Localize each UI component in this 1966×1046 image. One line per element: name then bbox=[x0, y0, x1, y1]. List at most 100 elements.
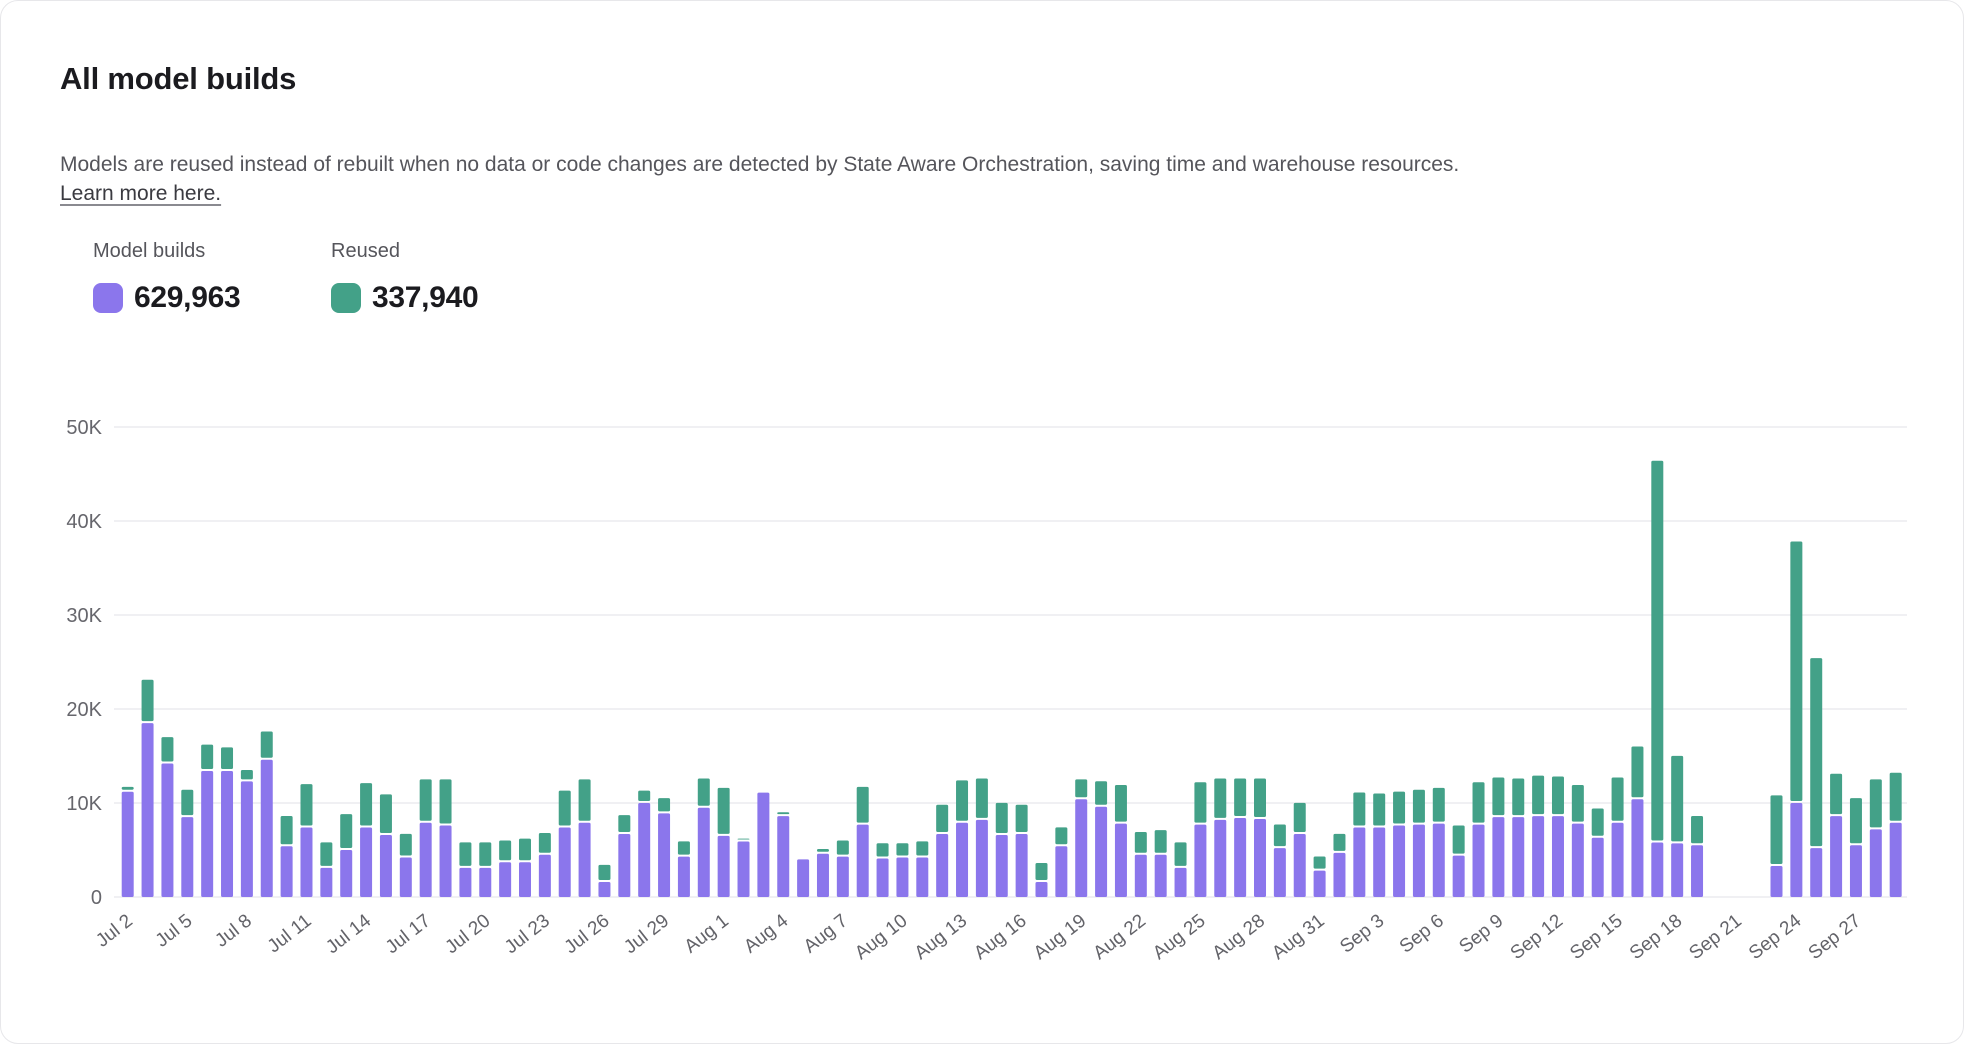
chart-bar-reused[interactable] bbox=[538, 832, 551, 853]
chart-bar-builds[interactable] bbox=[141, 723, 154, 897]
chart-bar-builds[interactable] bbox=[1591, 837, 1604, 897]
chart-bar-reused[interactable] bbox=[1889, 772, 1902, 821]
chart-bar-builds[interactable] bbox=[1631, 799, 1644, 897]
chart-bar-builds[interactable] bbox=[1055, 846, 1068, 897]
chart-bar-reused[interactable] bbox=[1790, 541, 1803, 801]
chart-bar-builds[interactable] bbox=[1393, 825, 1406, 897]
chart-bar-reused[interactable] bbox=[1333, 833, 1346, 851]
chart-bar-builds[interactable] bbox=[1293, 834, 1306, 897]
chart-bar-reused[interactable] bbox=[896, 843, 909, 856]
chart-bar-builds[interactable] bbox=[1432, 823, 1445, 897]
chart-bar-reused[interactable] bbox=[1035, 863, 1048, 880]
chart-bar-reused[interactable] bbox=[121, 786, 134, 790]
chart-bar-reused[interactable] bbox=[1532, 775, 1545, 815]
chart-bar-reused[interactable] bbox=[717, 787, 730, 834]
chart-bar-reused[interactable] bbox=[1114, 785, 1127, 822]
chart-bar-reused[interactable] bbox=[1134, 832, 1147, 853]
chart-bar-reused[interactable] bbox=[618, 815, 631, 833]
chart-bar-builds[interactable] bbox=[161, 763, 174, 897]
chart-bar-builds[interactable] bbox=[995, 834, 1008, 897]
chart-bar-builds[interactable] bbox=[1849, 845, 1862, 897]
chart-bar-reused[interactable] bbox=[956, 780, 969, 821]
chart-bar-reused[interactable] bbox=[1512, 778, 1525, 816]
chart-bar-builds[interactable] bbox=[519, 862, 531, 897]
chart-bar-reused[interactable] bbox=[459, 842, 472, 866]
chart-bar-builds[interactable] bbox=[856, 824, 869, 897]
chart-bar-reused[interactable] bbox=[399, 833, 412, 856]
chart-bar-reused[interactable] bbox=[379, 794, 392, 833]
chart-bar-reused[interactable] bbox=[141, 679, 154, 722]
chart-bar-builds[interactable] bbox=[1154, 854, 1167, 897]
chart-bar-reused[interactable] bbox=[1452, 825, 1465, 854]
chart-bar-reused[interactable] bbox=[1393, 791, 1406, 824]
chart-bar-builds[interactable] bbox=[459, 867, 472, 897]
chart-bar-builds[interactable] bbox=[658, 813, 671, 897]
chart-bar-builds[interactable] bbox=[578, 822, 591, 897]
chart-bar-reused[interactable] bbox=[1293, 802, 1306, 833]
chart-bar-builds[interactable] bbox=[797, 859, 810, 897]
chart-bar-builds[interactable] bbox=[1671, 843, 1684, 897]
chart-bar-reused[interactable] bbox=[1353, 792, 1366, 826]
chart-bar-builds[interactable] bbox=[717, 835, 730, 897]
chart-bar-reused[interactable] bbox=[1373, 793, 1386, 826]
chart-bar-builds[interactable] bbox=[1651, 842, 1664, 897]
chart-bar-reused[interactable] bbox=[578, 779, 591, 821]
chart-bar-builds[interactable] bbox=[836, 856, 849, 897]
chart-bar-builds[interactable] bbox=[1452, 855, 1465, 897]
chart-bar-builds[interactable] bbox=[379, 834, 392, 897]
chart-bar-builds[interactable] bbox=[499, 862, 512, 897]
chart-bar-reused[interactable] bbox=[479, 842, 492, 866]
chart-bar-builds[interactable] bbox=[1234, 818, 1247, 897]
chart-bar-builds[interactable] bbox=[936, 834, 949, 897]
chart-bar-builds[interactable] bbox=[896, 857, 909, 897]
chart-bar-reused[interactable] bbox=[1234, 778, 1247, 817]
chart-bar-reused[interactable] bbox=[916, 841, 929, 856]
chart-bar-builds[interactable] bbox=[439, 825, 452, 897]
chart-bar-reused[interactable] bbox=[1591, 808, 1604, 836]
chart-bar-builds[interactable] bbox=[1691, 845, 1704, 897]
chart-bar-builds[interactable] bbox=[1472, 824, 1485, 897]
chart-bar-builds[interactable] bbox=[1492, 817, 1505, 897]
chart-bar-reused[interactable] bbox=[697, 778, 710, 806]
chart-bar-builds[interactable] bbox=[260, 759, 273, 897]
chart-bar-reused[interactable] bbox=[1551, 776, 1564, 815]
chart-bar-reused[interactable] bbox=[995, 802, 1008, 833]
chart-bar-builds[interactable] bbox=[1532, 816, 1545, 897]
chart-bar-builds[interactable] bbox=[1353, 827, 1366, 897]
chart-bar-builds[interactable] bbox=[1095, 806, 1108, 897]
chart-bar-reused[interactable] bbox=[320, 842, 333, 866]
chart-bar-reused[interactable] bbox=[221, 747, 234, 770]
chart-bar-reused[interactable] bbox=[1611, 777, 1624, 821]
chart-bar-builds[interactable] bbox=[1571, 823, 1584, 897]
chart-bar-reused[interactable] bbox=[658, 798, 671, 812]
chart-bar-builds[interactable] bbox=[1869, 829, 1882, 897]
chart-bar-builds[interactable] bbox=[1551, 816, 1564, 897]
chart-bar-reused[interactable] bbox=[1174, 842, 1187, 866]
chart-bar-reused[interactable] bbox=[1214, 778, 1227, 818]
chart-bar-reused[interactable] bbox=[519, 838, 531, 861]
chart-bar-builds[interactable] bbox=[757, 792, 770, 897]
chart-bar-reused[interactable] bbox=[1055, 827, 1068, 845]
chart-bar-reused[interactable] bbox=[1015, 804, 1028, 833]
chart-bar-reused[interactable] bbox=[677, 841, 690, 855]
chart-bar-builds[interactable] bbox=[1114, 823, 1127, 897]
chart-bar-builds[interactable] bbox=[1174, 867, 1187, 897]
chart-bar-reused[interactable] bbox=[439, 779, 452, 824]
chart-bar-reused[interactable] bbox=[598, 864, 611, 880]
chart-bar-reused[interactable] bbox=[360, 783, 373, 826]
chart-bar-builds[interactable] bbox=[240, 781, 253, 897]
chart-bar-builds[interactable] bbox=[876, 858, 889, 897]
chart-bar-reused[interactable] bbox=[1412, 789, 1425, 823]
chart-bar-builds[interactable] bbox=[737, 841, 750, 897]
chart-bar-reused[interactable] bbox=[201, 744, 214, 770]
chart-bar-reused[interactable] bbox=[936, 804, 949, 833]
chart-bar-builds[interactable] bbox=[1194, 824, 1207, 897]
chart-bar-reused[interactable] bbox=[737, 838, 750, 840]
chart-bar-builds[interactable] bbox=[221, 771, 234, 897]
chart-bar-builds[interactable] bbox=[1333, 852, 1346, 897]
chart-bar-reused[interactable] bbox=[558, 790, 571, 826]
chart-bar-reused[interactable] bbox=[1075, 779, 1088, 798]
chart-bar-builds[interactable] bbox=[1313, 870, 1326, 897]
chart-bar-builds[interactable] bbox=[638, 803, 651, 897]
